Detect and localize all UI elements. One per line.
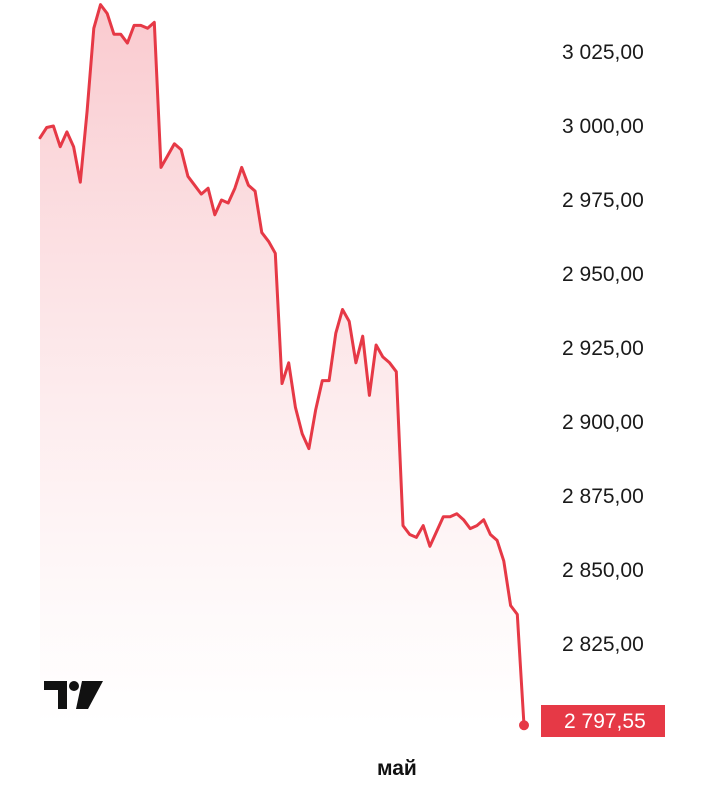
y-tick-label: 2 925,00 — [562, 337, 644, 360]
tradingview-logo — [44, 681, 103, 709]
price-line — [38, 3, 526, 727]
y-tick-label: 2 950,00 — [562, 263, 644, 286]
last-price-dot — [519, 720, 529, 731]
y-tick-label: 2 875,00 — [562, 485, 644, 508]
y-axis: 3 025,00 3 000,00 2 975,00 2 950,00 2 925,00… — [562, 41, 644, 656]
y-tick-label: 2 975,00 — [562, 189, 644, 212]
x-tick-label: май — [377, 757, 417, 780]
y-tick-label: 2 825,00 — [562, 633, 644, 656]
last-price-label: 2 797,55 — [564, 710, 646, 733]
price-area-fill — [40, 4, 524, 726]
y-tick-label: 2 850,00 — [562, 559, 644, 582]
y-tick-label: 3 000,00 — [562, 115, 644, 138]
last-price-badge: 2 797,55 — [541, 705, 665, 737]
last-price-badge-bg — [541, 705, 665, 737]
y-tick-label: 2 900,00 — [562, 411, 644, 434]
y-tick-label: 3 025,00 — [562, 41, 644, 64]
